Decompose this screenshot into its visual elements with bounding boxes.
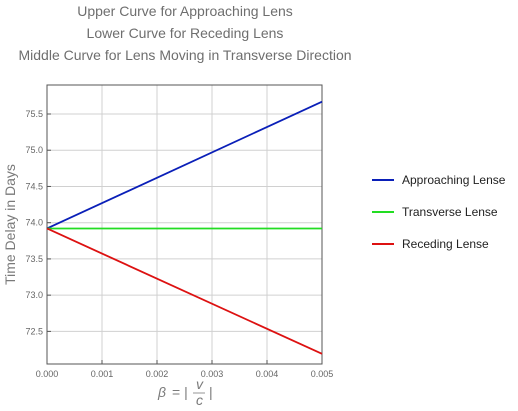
svg-text:v: v [196, 376, 204, 392]
legend-swatch-receding [372, 243, 394, 245]
x-axis-ticks: 0.000 0.001 0.002 0.003 0.004 0.005 [36, 360, 334, 379]
legend-item-transverse: Transverse Lense [372, 196, 505, 228]
svg-text:= |: = | [172, 384, 188, 400]
y-tick-label: 72.5 [25, 326, 43, 336]
x-tick-label: 0.000 [36, 369, 59, 379]
y-tick-label: 73.0 [25, 290, 43, 300]
x-tick-label: 0.005 [311, 369, 334, 379]
chart-title-line-3: Middle Curve for Lens Moving in Transver… [18, 47, 352, 63]
series-lines [46, 100, 323, 355]
legend-swatch-approaching [372, 179, 394, 181]
legend-label-receding: Receding Lense [402, 237, 489, 251]
x-tick-label: 0.003 [201, 369, 224, 379]
legend-item-approaching: Approaching Lense [372, 164, 505, 196]
legend-label-approaching: Approaching Lense [402, 173, 506, 187]
chart-legend: Approaching Lense Transverse Lense Reced… [372, 164, 505, 260]
y-tick-label: 74.0 [25, 218, 43, 228]
x-tick-label: 0.001 [91, 369, 114, 379]
x-tick-label: 0.004 [256, 369, 279, 379]
y-tick-label: 74.5 [25, 181, 43, 191]
x-tick-label: 0.002 [146, 369, 169, 379]
y-tick-label: 75.5 [25, 109, 43, 119]
plot-frame [46, 84, 323, 365]
svg-text:|: | [209, 384, 213, 400]
grid-lines [46, 85, 323, 364]
series-line-approaching [46, 100, 323, 230]
svg-text:β: β [157, 384, 166, 400]
svg-text:c: c [196, 392, 203, 408]
legend-label-transverse: Transverse Lense [402, 205, 498, 219]
legend-item-receding: Receding Lense [372, 228, 505, 260]
chart-title-line-2: Lower Curve for Receding Lens [86, 25, 284, 41]
legend-swatch-transverse [372, 211, 394, 213]
series-line-receding [46, 227, 323, 355]
y-axis-label: Time Delay in Days [2, 164, 18, 285]
x-axis-label: β = | v c | [157, 376, 213, 408]
y-tick-label: 75.0 [25, 145, 43, 155]
chart-title-line-1: Upper Curve for Approaching Lens [77, 3, 293, 19]
y-tick-label: 73.5 [25, 254, 43, 264]
y-axis-ticks: 72.5 73.0 73.5 74.0 74.5 75.0 75.5 [25, 109, 51, 336]
